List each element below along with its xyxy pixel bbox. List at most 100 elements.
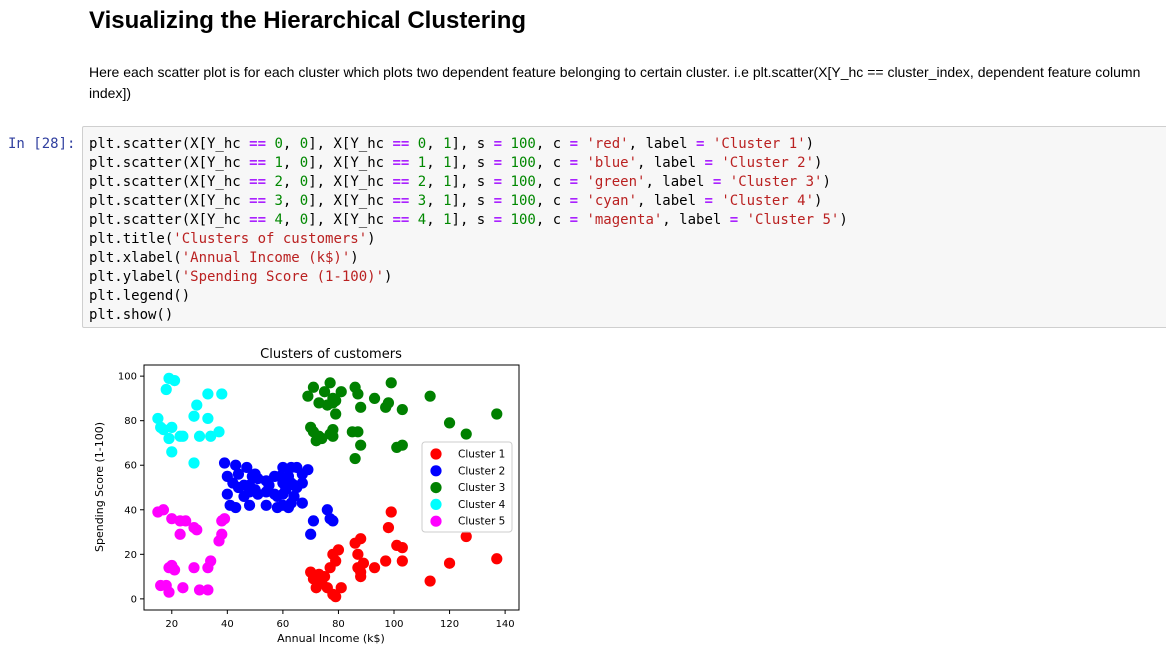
scatter-point-cluster-4: [188, 457, 200, 469]
scatter-point-cluster-3: [396, 403, 408, 416]
scatter-point-cluster-1: [382, 521, 395, 534]
code-token: 100: [510, 174, 536, 190]
code-token: 0: [299, 193, 309, 209]
scatter-point-cluster-1: [352, 548, 364, 560]
scatter-point-cluster-2: [218, 457, 231, 469]
code-token: plt.legend(): [89, 288, 191, 304]
scatter-point-cluster-1: [491, 553, 503, 565]
markdown-heading: Visualizing the Hierarchical Clustering: [89, 7, 527, 34]
scatter-point-cluster-2: [321, 504, 333, 516]
code-token: 'cyan': [586, 193, 638, 209]
code-token: 'green': [586, 174, 646, 190]
scatter-point-cluster-3: [324, 377, 336, 389]
code-token: ], X[Y_hc: [308, 155, 393, 171]
scatter-point-cluster-5: [180, 515, 192, 527]
code-token: , c: [535, 174, 570, 190]
code-token: , label: [645, 174, 713, 190]
code-token: 'Cluster 4': [721, 193, 815, 209]
code-token: =: [712, 174, 722, 190]
code-token: ==: [249, 136, 267, 152]
code-token: 0: [417, 136, 427, 152]
scatter-point-cluster-5: [188, 562, 200, 574]
code-token: , label: [637, 155, 705, 171]
scatter-point-cluster-4: [202, 412, 214, 425]
code-token: ,: [282, 174, 300, 190]
code-token: [502, 193, 510, 209]
x-tick-label: 140: [496, 619, 515, 630]
code-token: ], s: [451, 155, 494, 171]
legend-label: Cluster 3: [458, 482, 505, 494]
code-token: ==: [249, 193, 267, 209]
code-token: ], X[Y_hc: [308, 174, 393, 190]
code-token: plt.xlabel(: [89, 250, 182, 266]
code-token: ==: [392, 155, 410, 171]
legend-marker: [430, 498, 442, 510]
scatter-point-cluster-3: [318, 386, 331, 398]
code-token: 'Cluster 1': [712, 136, 806, 152]
code-text[interactable]: plt.scatter(X[Y_hc == 0, 0], X[Y_hc == 0…: [89, 135, 1166, 325]
code-token: ], s: [451, 193, 494, 209]
scatter-point-cluster-3: [316, 432, 328, 445]
scatter-point-cluster-4: [202, 388, 214, 400]
code-token: plt.title(: [89, 231, 174, 247]
code-token: 1: [443, 193, 452, 209]
code-token: [721, 174, 729, 190]
scatter-point-cluster-2: [232, 468, 245, 480]
code-token: [409, 155, 417, 171]
scatter-point-cluster-1: [330, 555, 342, 567]
scatter-point-cluster-1: [355, 570, 367, 583]
scatter-point-cluster-5: [193, 584, 206, 596]
code-token: ], s: [451, 174, 494, 190]
scatter-point-cluster-3: [443, 417, 456, 429]
code-token: =: [493, 136, 503, 152]
code-token: plt.scatter(X[Y_hc: [89, 155, 250, 171]
code-cell-editor[interactable]: plt.scatter(X[Y_hc == 0, 0], X[Y_hc == 0…: [82, 126, 1166, 328]
code-token: ,: [282, 155, 300, 171]
scatter-point-cluster-4: [177, 430, 189, 442]
code-token: 1: [443, 212, 452, 228]
code-token: =: [696, 136, 705, 152]
code-token: ==: [249, 212, 267, 228]
y-tick-label: 100: [118, 372, 137, 383]
scatter-point-cluster-3: [307, 381, 320, 393]
scatter-point-cluster-1: [460, 530, 472, 543]
scatter-point-cluster-2: [241, 461, 253, 474]
scatter-point-cluster-2: [260, 499, 272, 511]
code-token: 'blue': [586, 155, 638, 171]
code-token: [502, 136, 510, 152]
x-axis-label: Annual Income (k$): [277, 632, 385, 645]
x-tick-label: 100: [384, 619, 403, 630]
code-token: , label: [662, 212, 730, 228]
code-token: ): [814, 155, 823, 171]
code-token: 100: [510, 193, 536, 209]
code-token: , label: [628, 136, 697, 152]
code-token: [409, 212, 417, 228]
code-token: ,: [426, 193, 444, 209]
scatter-point-cluster-1: [357, 557, 370, 569]
scatter-point-cluster-3: [491, 408, 503, 420]
scatter-point-cluster-4: [152, 412, 164, 425]
scatter-point-cluster-3: [349, 452, 361, 465]
code-token: 2: [417, 174, 427, 190]
scatter-point-cluster-2: [230, 501, 242, 514]
code-token: =: [704, 193, 713, 209]
scatter-point-cluster-1: [332, 544, 345, 556]
scatter-point-cluster-1: [396, 555, 408, 567]
code-token: plt.ylabel(: [89, 269, 182, 285]
code-token: 4: [274, 212, 283, 228]
scatter-point-cluster-1: [330, 591, 342, 603]
code-token: ], s: [451, 136, 494, 152]
legend-marker: [430, 448, 442, 460]
scatter-point-cluster-3: [327, 430, 339, 442]
code-token: ==: [392, 174, 410, 190]
scatter-point-cluster-3: [352, 426, 364, 438]
code-token: ): [822, 174, 831, 190]
legend-marker: [430, 465, 442, 477]
code-token: ==: [392, 193, 410, 209]
scatter-point-cluster-5: [202, 584, 214, 596]
code-token: 1: [274, 155, 283, 171]
scatter-point-cluster-5: [177, 582, 189, 594]
code-token: ): [839, 212, 848, 228]
code-token: , c: [535, 212, 570, 228]
code-token: 1: [417, 155, 427, 171]
